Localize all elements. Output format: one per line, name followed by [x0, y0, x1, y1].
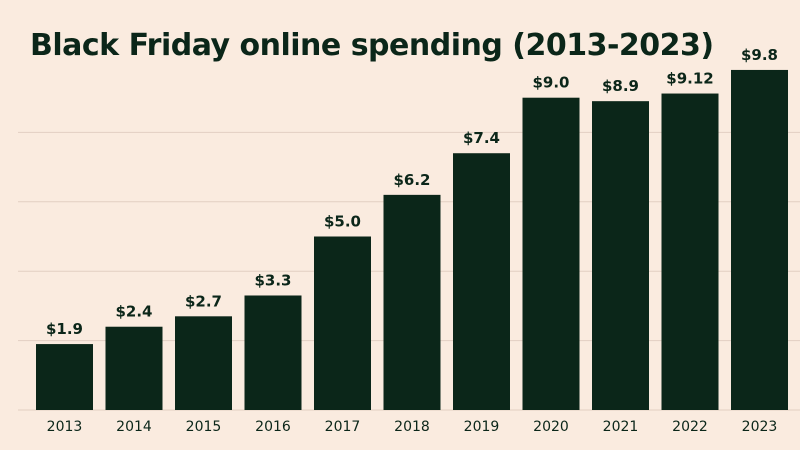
value-label-2015: $2.7 — [185, 292, 222, 310]
value-label-2022: $9.12 — [666, 70, 713, 88]
bars — [36, 69, 788, 411]
bar-2014 — [105, 326, 163, 410]
bar-2019 — [453, 153, 510, 410]
x-tick-label-2018: 2018 — [394, 419, 430, 435]
bar-2022 — [661, 93, 719, 410]
chart-title: Black Friday online spending (2013-2023) — [30, 28, 714, 63]
bar-2018 — [383, 194, 441, 410]
value-label-2016: $3.3 — [254, 271, 291, 289]
value-label-2021: $8.9 — [602, 77, 639, 95]
bar-2015 — [175, 316, 232, 410]
bar-2013 — [36, 344, 93, 410]
value-label-2018: $6.2 — [393, 171, 430, 189]
x-tick-label-2017: 2017 — [325, 419, 361, 435]
x-tick-label-2021: 2021 — [603, 419, 639, 435]
x-tick-label-2020: 2020 — [533, 419, 569, 435]
bar-2021 — [592, 101, 649, 411]
x-tick-label-2014: 2014 — [116, 419, 152, 435]
x-tick-label-2019: 2019 — [464, 419, 500, 435]
x-tick-label-2015: 2015 — [186, 419, 222, 435]
value-label-2014: $2.4 — [115, 303, 152, 321]
value-label-2017: $5.0 — [324, 213, 361, 231]
value-label-2013: $1.9 — [46, 320, 83, 338]
value-label-2020: $9.0 — [532, 74, 569, 92]
bar-2016 — [244, 295, 302, 410]
x-tick-label-2023: 2023 — [742, 419, 778, 435]
value-label-2019: $7.4 — [463, 129, 500, 147]
x-tick-label-2022: 2022 — [672, 419, 708, 435]
bar-2023 — [731, 69, 788, 410]
bar-2017 — [314, 236, 371, 410]
x-tick-label-2013: 2013 — [47, 419, 83, 435]
x-tick-label-2016: 2016 — [255, 419, 291, 435]
value-label-2023: $9.8 — [741, 46, 778, 64]
value-labels: $1.9 $2.4 $2.7 $3.3 $5.0 $6.2 $7.4 $9.0 $8.9 $9.1… — [46, 46, 778, 338]
bar-2020 — [522, 97, 580, 410]
x-axis-tick-labels: 2013 2014 2015 2016 2017 2018 2019 2020 2021 2022… — [47, 419, 778, 435]
